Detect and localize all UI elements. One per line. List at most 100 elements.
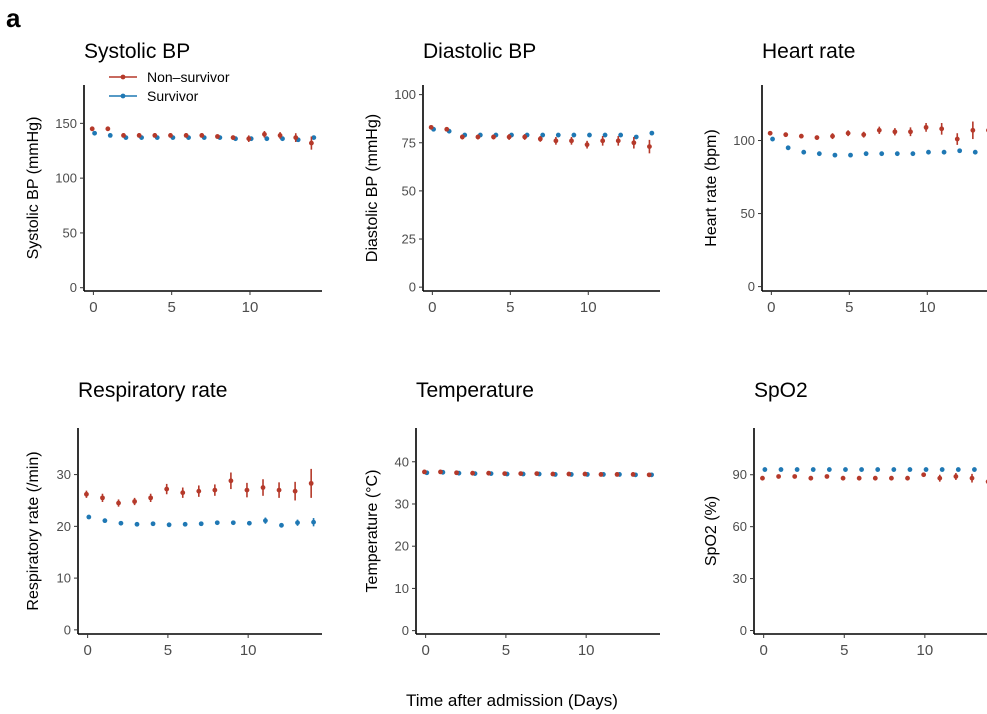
data-point (444, 126, 450, 132)
data-point (244, 487, 250, 493)
data-point (260, 485, 266, 490)
data-point (475, 134, 481, 140)
data-point (889, 475, 894, 481)
data-point (534, 471, 540, 476)
panel-3: Heart rate Heart rate (bpm) 0 50 100 0 5 10 (703, 40, 987, 316)
legend-label: Non–survivor (147, 69, 230, 85)
data-point (631, 140, 637, 146)
y-tick-label: 50 (63, 225, 77, 240)
data-point (972, 149, 978, 155)
data-point (502, 471, 508, 476)
legend-label: Survivor (147, 88, 199, 104)
y-tick-label: 0 (402, 623, 409, 638)
data-point (279, 522, 284, 528)
series-survivor (92, 130, 317, 143)
data-point (926, 149, 931, 155)
data-point (230, 520, 236, 526)
x-tick-label: 5 (502, 642, 510, 659)
y-axis-label: Temperature (°C) (364, 470, 381, 593)
data-point (263, 518, 268, 524)
data-point (876, 127, 882, 133)
data-point (292, 488, 298, 494)
y-tick-label: 90 (733, 467, 747, 482)
data-point (859, 467, 864, 472)
y-axis-label: SpO2 (%) (703, 496, 720, 566)
x-tick-label: 5 (164, 642, 172, 659)
y-tick-label: 30 (733, 571, 747, 586)
data-point (954, 136, 960, 142)
data-point (550, 471, 556, 477)
data-point (454, 470, 459, 476)
data-point (566, 471, 572, 477)
legend: Non–survivor Survivor (109, 69, 230, 104)
x-tick-label: 5 (506, 299, 514, 316)
data-point (970, 127, 976, 133)
data-point (540, 132, 546, 138)
y-tick-label: 100 (733, 133, 755, 148)
data-point (118, 520, 124, 526)
data-point (105, 126, 111, 132)
data-point (276, 487, 282, 493)
data-point (872, 475, 878, 481)
data-point (587, 132, 592, 138)
y-axis-label: Systolic BP (mmHg) (25, 117, 42, 260)
data-point (264, 136, 270, 142)
data-point (311, 135, 317, 140)
series-non-survivor (760, 472, 987, 484)
data-point (840, 475, 846, 481)
data-point (121, 133, 126, 138)
data-point (792, 474, 798, 479)
data-point (246, 136, 252, 142)
data-point (905, 475, 910, 481)
data-point (941, 149, 947, 155)
data-point (972, 467, 977, 472)
data-point (571, 132, 577, 138)
data-point (196, 488, 202, 494)
data-point (311, 519, 316, 525)
data-point (923, 124, 929, 130)
data-point (295, 520, 300, 526)
panel-title: Heart rate (762, 40, 855, 63)
data-point (953, 474, 959, 479)
data-point (84, 491, 89, 497)
y-tick-label: 10 (57, 571, 71, 586)
data-point (892, 129, 898, 135)
data-point (894, 151, 900, 157)
data-point (762, 467, 768, 472)
figure-tag: a (6, 3, 21, 33)
data-point (794, 467, 800, 472)
data-point (647, 144, 652, 150)
data-point (89, 126, 95, 132)
data-point (826, 467, 832, 472)
data-point (166, 522, 172, 528)
x-tick-label: 10 (242, 299, 259, 316)
data-point (618, 132, 624, 138)
data-point (136, 133, 142, 138)
series-survivor (86, 514, 316, 528)
y-tick-label: 0 (740, 623, 747, 638)
data-point (845, 130, 851, 136)
data-point (598, 472, 604, 477)
y-tick-label: 100 (55, 171, 77, 186)
y-tick-label: 40 (395, 454, 409, 469)
data-point (553, 138, 559, 144)
y-axis-label: Diastolic BP (mmHg) (364, 114, 381, 262)
data-point (215, 134, 220, 139)
data-point (246, 520, 252, 526)
data-point (293, 135, 299, 140)
data-point (183, 133, 189, 138)
data-point (518, 471, 524, 476)
x-tick-label: 5 (845, 299, 853, 316)
data-point (212, 487, 218, 493)
data-point (491, 134, 496, 140)
series-non-survivor (84, 468, 314, 507)
data-point (848, 152, 853, 158)
data-point (584, 142, 590, 148)
data-point (778, 467, 784, 472)
data-point (199, 133, 205, 138)
y-tick-label: 20 (395, 539, 409, 554)
data-point (230, 135, 236, 140)
data-point (832, 152, 838, 158)
series-non-survivor (89, 126, 314, 150)
